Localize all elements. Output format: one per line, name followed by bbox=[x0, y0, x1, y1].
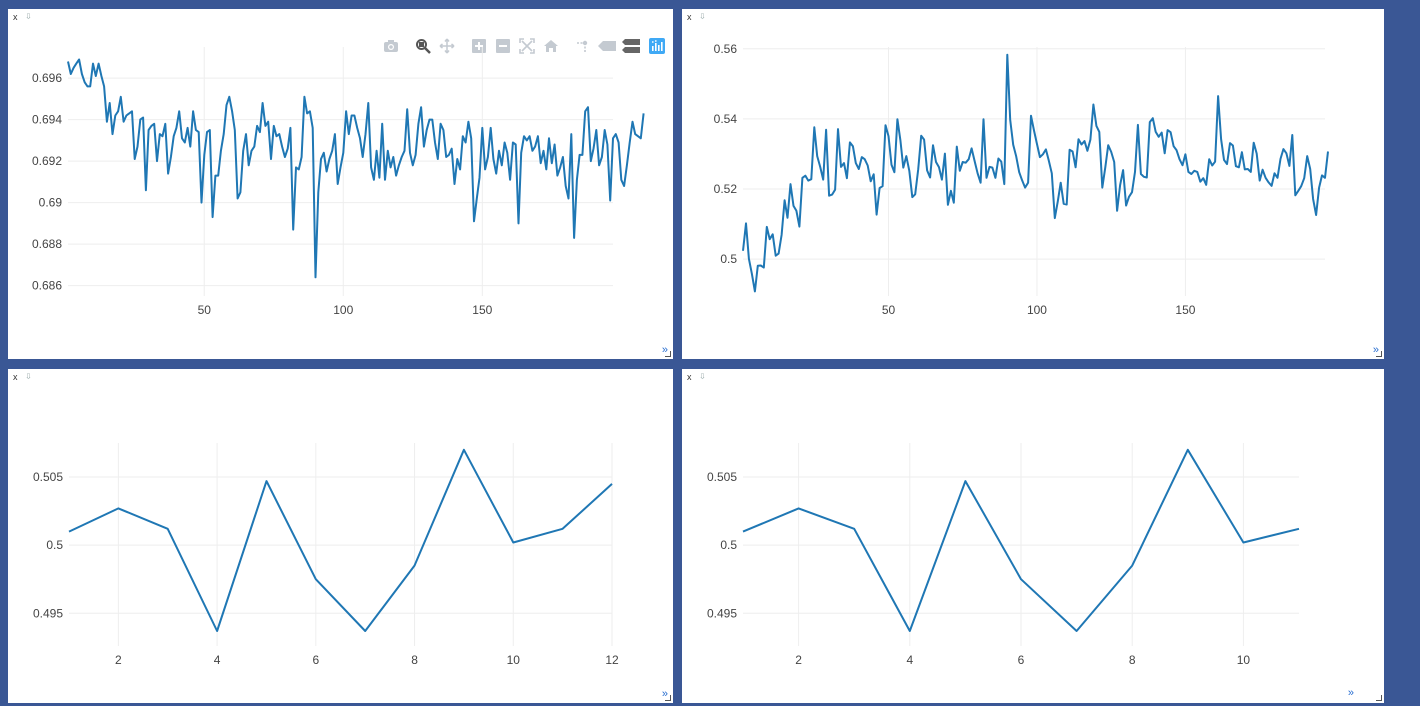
panel-close-button[interactable]: x bbox=[687, 372, 692, 382]
chart-panel-bottom-left: x ⇩ 0.495 0.5 0.505 2 4 6 8 10 12 » bbox=[8, 369, 673, 703]
x-tick-label: 12 bbox=[605, 653, 619, 667]
expand-icon[interactable]: » bbox=[1347, 687, 1354, 699]
y-tick-label: 0.5 bbox=[46, 538, 63, 552]
autoscale-icon[interactable] bbox=[517, 36, 537, 56]
expand-icon[interactable]: » bbox=[661, 688, 668, 700]
expand-icon[interactable]: » bbox=[661, 344, 668, 356]
plotly-logo-icon[interactable] bbox=[649, 38, 665, 54]
expand-icon[interactable]: » bbox=[1372, 344, 1379, 356]
y-tick-label: 0.495 bbox=[707, 606, 737, 620]
series-line bbox=[742, 448, 1300, 632]
resize-handle-icon[interactable] bbox=[665, 351, 671, 357]
y-tick-label: 0.686 bbox=[32, 279, 62, 293]
x-tick-label: 100 bbox=[1027, 303, 1047, 317]
panel-pin-icon[interactable]: ⇩ bbox=[25, 372, 32, 381]
line-chart: 0.686 0.688 0.69 0.692 0.694 0.696 50 100 150 bbox=[32, 47, 645, 317]
y-tick-label: 0.505 bbox=[33, 470, 63, 484]
series-line bbox=[742, 53, 1329, 293]
x-tick-label: 10 bbox=[507, 653, 521, 667]
x-tick-label: 4 bbox=[906, 653, 913, 667]
y-tick-label: 0.52 bbox=[714, 182, 738, 196]
x-tick-label: 8 bbox=[411, 653, 418, 667]
camera-icon[interactable] bbox=[381, 36, 401, 56]
y-tick-label: 0.688 bbox=[32, 237, 62, 251]
chart-panel-top-right: x ⇩ 0.5 0.52 0.54 0.56 50 100 150 » bbox=[682, 9, 1384, 359]
y-tick-label: 0.56 bbox=[714, 42, 738, 56]
panel-close-button[interactable]: x bbox=[687, 12, 692, 22]
panel-pin-icon[interactable]: ⇩ bbox=[699, 12, 706, 21]
hover-closest-icon[interactable] bbox=[597, 36, 617, 56]
panel-close-button[interactable]: x bbox=[13, 12, 18, 22]
resize-handle-icon[interactable] bbox=[1376, 351, 1382, 357]
x-tick-label: 150 bbox=[472, 303, 492, 317]
y-tick-label: 0.5 bbox=[720, 538, 737, 552]
x-tick-label: 150 bbox=[1175, 303, 1195, 317]
y-tick-label: 0.69 bbox=[39, 196, 63, 210]
line-chart: 0.495 0.5 0.505 2 4 6 8 10 bbox=[707, 443, 1300, 667]
y-tick-label: 0.54 bbox=[714, 112, 738, 126]
series-line bbox=[67, 58, 645, 279]
y-tick-label: 0.692 bbox=[32, 154, 62, 168]
x-tick-label: 6 bbox=[312, 653, 319, 667]
panel-pin-icon[interactable]: ⇩ bbox=[699, 372, 706, 381]
zoom-out-icon[interactable] bbox=[493, 36, 513, 56]
x-tick-label: 6 bbox=[1018, 653, 1025, 667]
x-tick-label: 4 bbox=[214, 653, 221, 667]
chart-panel-bottom-right: x ⇩ 0.495 0.5 0.505 2 4 6 8 10 » bbox=[682, 369, 1384, 703]
y-tick-label: 0.495 bbox=[33, 606, 63, 620]
y-tick-label: 0.694 bbox=[32, 113, 62, 127]
resize-handle-icon[interactable] bbox=[665, 695, 671, 701]
line-chart: 0.495 0.5 0.505 2 4 6 8 10 12 bbox=[33, 443, 619, 667]
panel-pin-icon[interactable]: ⇩ bbox=[25, 12, 32, 21]
x-tick-label: 100 bbox=[333, 303, 353, 317]
x-tick-label: 10 bbox=[1237, 653, 1251, 667]
pan-icon[interactable] bbox=[437, 36, 457, 56]
hover-compare-icon[interactable] bbox=[621, 36, 641, 56]
resize-handle-icon[interactable] bbox=[1376, 695, 1382, 701]
zoom-icon[interactable] bbox=[413, 36, 433, 56]
x-tick-label: 2 bbox=[795, 653, 802, 667]
x-tick-label: 50 bbox=[198, 303, 212, 317]
x-tick-label: 2 bbox=[115, 653, 122, 667]
y-tick-label: 0.696 bbox=[32, 71, 62, 85]
plot-modebar bbox=[377, 35, 665, 57]
x-tick-label: 8 bbox=[1129, 653, 1136, 667]
y-tick-label: 0.5 bbox=[720, 252, 737, 266]
line-chart: 0.5 0.52 0.54 0.56 50 100 150 bbox=[714, 42, 1329, 317]
chart-panel-top-left: x ⇩ bbox=[8, 9, 673, 359]
y-tick-label: 0.505 bbox=[707, 470, 737, 484]
series-line bbox=[68, 448, 613, 632]
spike-lines-icon[interactable] bbox=[573, 36, 593, 56]
x-tick-label: 50 bbox=[882, 303, 896, 317]
panel-close-button[interactable]: x bbox=[13, 372, 18, 382]
reset-axes-icon[interactable] bbox=[541, 36, 561, 56]
